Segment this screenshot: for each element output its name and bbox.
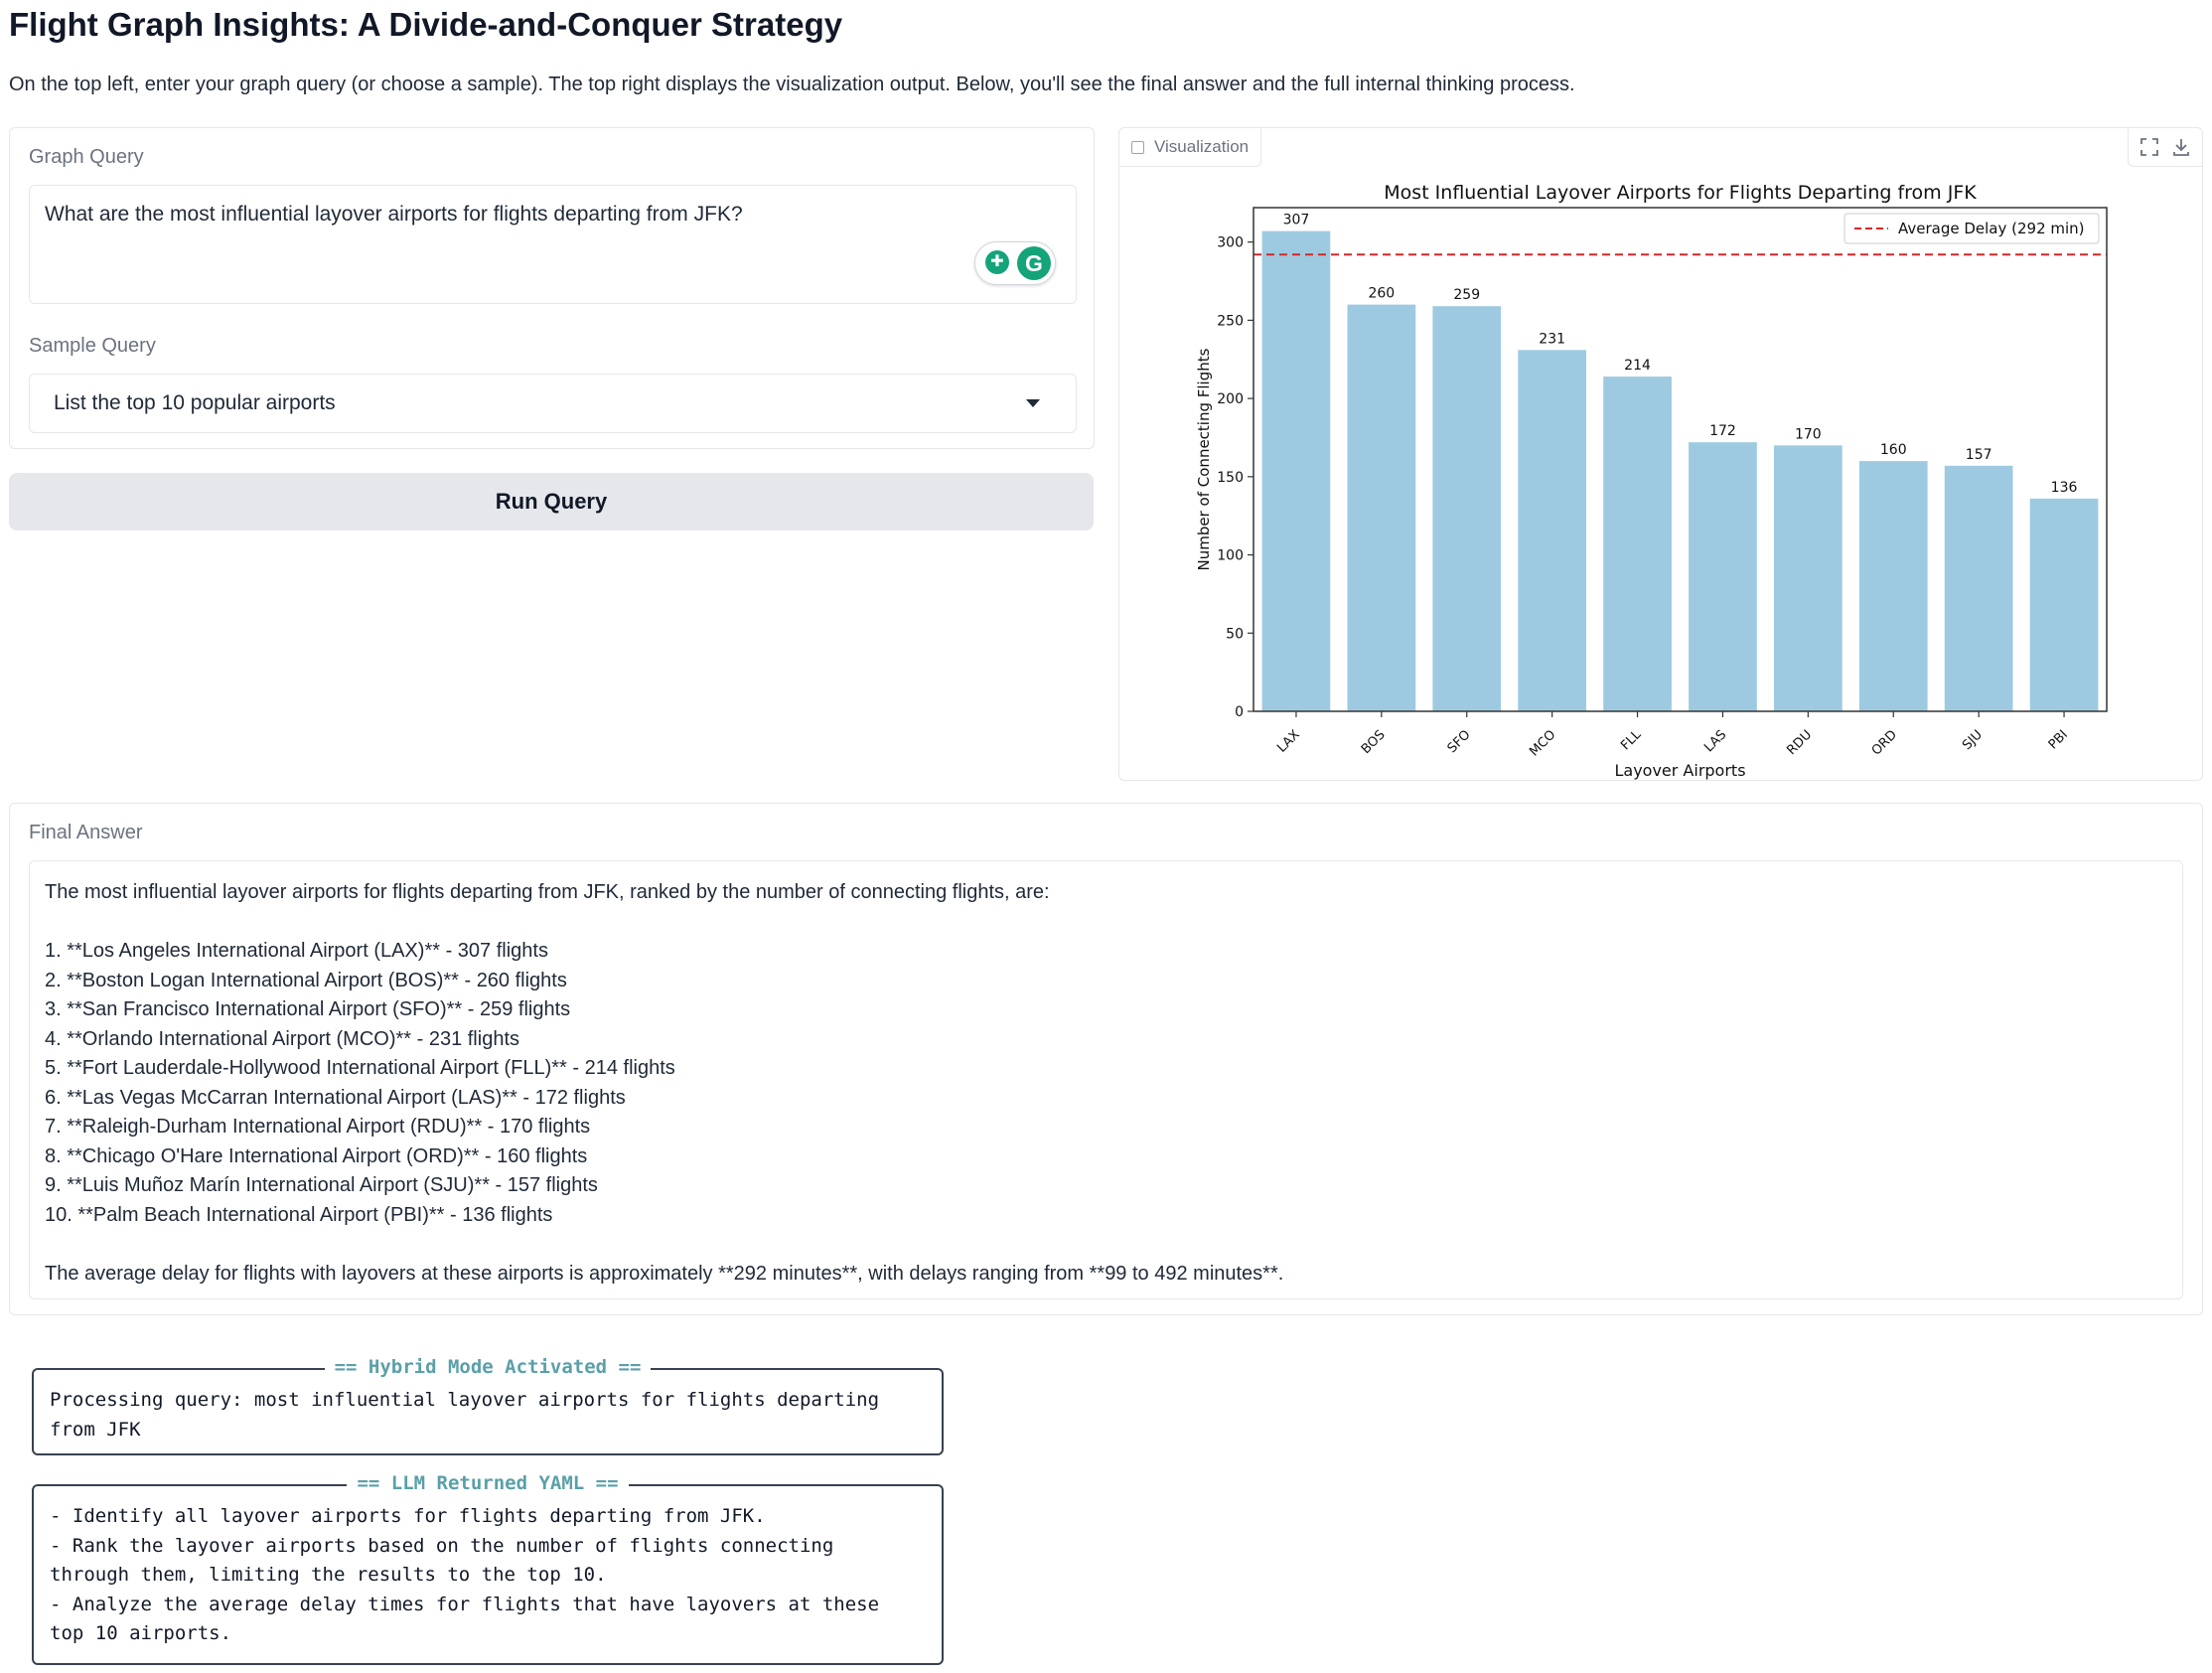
list-item: 2. **Boston Logan International Airport … (45, 969, 567, 991)
visualization-panel: 307 LAX 260 BOS 259 SFO 231 MCO 214 FLL 172 LAS 170 R… (1118, 127, 2203, 781)
chart-title: Most Influential Layover Airports for Fl… (1384, 182, 1977, 204)
data-label: 136 (2051, 480, 2078, 496)
list-item: 5. **Fort Lauderdale-Hollywood Internati… (45, 1057, 675, 1079)
query-panel: Graph Query What are the most influentia… (9, 127, 1095, 449)
data-label: 260 (1368, 286, 1395, 302)
graph-query-label: Graph Query (29, 146, 144, 168)
bar-chart: 307 LAX 260 BOS 259 SFO 231 MCO 214 FLL 172 LAS 170 R… (1195, 182, 2108, 780)
x-tick-label: PBI (2046, 727, 2071, 752)
y-tick-label: 50 (1226, 626, 1244, 642)
x-tick-label: FLL (1618, 727, 1645, 754)
log-line: top 10 airports. (50, 1622, 232, 1644)
bar (1261, 230, 1331, 711)
grammarly-icon[interactable]: G (1017, 246, 1051, 280)
y-tick-label: 100 (1217, 548, 1244, 564)
log-line: - Rank the layover airports based on the… (50, 1534, 834, 1557)
grammarly-widget[interactable]: ✚ G (974, 241, 1056, 285)
list-item: 6. **Las Vegas McCarran International Ai… (45, 1086, 626, 1109)
log-header: == Hybrid Mode Activated == (324, 1356, 652, 1378)
data-label: 214 (1624, 358, 1651, 374)
final-answer-label: Final Answer (29, 822, 143, 843)
bar (1773, 445, 1843, 711)
bar (1347, 304, 1416, 711)
visualization-tab-label: Visualization (1154, 137, 1250, 156)
log-line: through them, limiting the results to th… (50, 1564, 607, 1586)
visualization-tab[interactable]: Visualization (1119, 128, 1262, 167)
y-axis-label: Number of Connecting Flights (1195, 348, 1213, 570)
page-description: On the top left, enter your graph query … (9, 74, 1575, 95)
data-label: 157 (1966, 447, 1992, 463)
bar (1944, 465, 2013, 711)
x-tick-label: SFO (1445, 727, 1474, 756)
log-line: from JFK (50, 1418, 141, 1441)
answer-intro: The most influential layover airports fo… (45, 881, 1050, 903)
sample-query-value[interactable]: List the top 10 popular airports (54, 391, 336, 414)
list-item: 8. **Chicago O'Hare International Airpor… (45, 1144, 588, 1167)
data-label: 170 (1795, 426, 1822, 442)
run-query-button[interactable]: Run Query (9, 473, 1094, 531)
legend-box (1843, 213, 2100, 244)
y-tick-label: 250 (1217, 313, 1244, 329)
final-answer-content: The most influential layover airports fo… (45, 878, 1283, 1289)
x-tick-label: MCO (1527, 727, 1558, 759)
data-label: 172 (1709, 423, 1736, 439)
list-item: 1. **Los Angeles International Airport (… (45, 940, 548, 962)
data-label: 160 (1880, 442, 1907, 458)
x-tick-label: LAX (1274, 727, 1303, 756)
final-answer-box: The most influential layover airports fo… (29, 860, 2183, 1299)
y-tick-label: 0 (1235, 704, 1244, 720)
y-tick-label: 200 (1217, 391, 1244, 407)
x-axis-label: Layover Airports (1614, 761, 1745, 780)
list-item: 10. **Palm Beach International Airport (… (45, 1203, 553, 1226)
x-tick-label: LAS (1701, 727, 1729, 755)
x-tick-label: BOS (1359, 727, 1389, 757)
bar (1858, 461, 1928, 711)
x-tick-label: SJU (1960, 727, 1986, 753)
download-icon[interactable] (2170, 136, 2192, 158)
list-item: 4. **Orlando International Airport (MCO)… (45, 1027, 519, 1050)
chevron-down-icon[interactable] (1026, 399, 1040, 407)
visualization-actions (2128, 128, 2202, 167)
log-line: Processing query: most influential layov… (50, 1389, 880, 1411)
plot-frame (1253, 207, 2108, 712)
graph-query-input[interactable]: What are the most influential layover ai… (29, 185, 1077, 304)
bar (1432, 306, 1502, 711)
data-label: 259 (1453, 287, 1480, 303)
page-title: Flight Graph Insights: A Divide-and-Conq… (9, 6, 843, 43)
log-box-llm-yaml: == LLM Returned YAML == - Identify all l… (32, 1472, 944, 1665)
x-tick-label: RDU (1784, 727, 1815, 758)
bar (1603, 377, 1672, 711)
final-answer-panel: Final Answer The most influential layove… (9, 803, 2203, 1315)
fullscreen-icon[interactable] (2138, 136, 2160, 158)
list-item: 3. **San Francisco International Airport… (45, 998, 571, 1020)
answer-list: 1. **Los Angeles International Airport (… (45, 937, 1283, 1230)
list-item: 7. **Raleigh-Durham International Airpor… (45, 1116, 591, 1138)
bar (1518, 350, 1587, 711)
answer-summary: The average delay for flights with layov… (45, 1262, 1284, 1285)
graph-query-value[interactable]: What are the most influential layover ai… (45, 203, 743, 226)
sample-query-label: Sample Query (29, 335, 156, 357)
y-tick-label: 150 (1217, 470, 1244, 486)
log-header: == LLM Returned YAML == (347, 1472, 629, 1494)
bar (1689, 442, 1757, 711)
x-tick-label: ORD (1869, 727, 1900, 758)
log-box-hybrid-mode: == Hybrid Mode Activated == Processing q… (32, 1356, 944, 1455)
log-line: - Analyze the average delay times for fl… (50, 1593, 880, 1615)
y-tick-label: 300 (1217, 235, 1244, 251)
lightbulb-icon[interactable]: ✚ (985, 250, 1009, 274)
data-label: 231 (1539, 331, 1565, 347)
bar (2029, 498, 2099, 711)
log-line: - Identify all layover airports for flig… (50, 1505, 766, 1527)
list-item: 9. **Luis Muñoz Marín International Airp… (45, 1174, 598, 1196)
data-label: 307 (1283, 213, 1310, 228)
sample-query-dropdown[interactable]: List the top 10 popular airports (29, 374, 1077, 433)
legend-label: Average Delay (292 min) (1898, 220, 2085, 237)
image-icon (1131, 140, 1144, 154)
